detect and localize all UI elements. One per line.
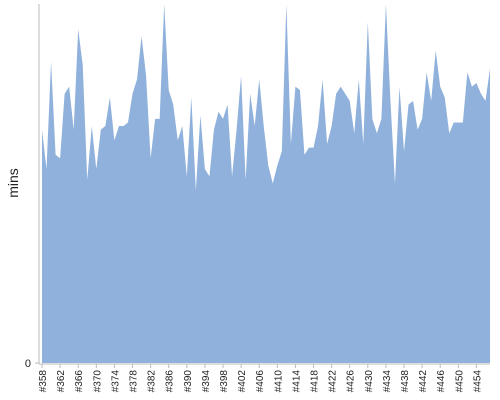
- x-tick-label: #446: [436, 370, 447, 393]
- x-tick-label: #438: [400, 370, 411, 393]
- x-tick-label: #414: [291, 370, 302, 393]
- x-tick-label: #430: [364, 370, 375, 393]
- x-tick-label: #398: [219, 370, 230, 393]
- area: [42, 4, 490, 363]
- y-tick-label: 0: [25, 358, 31, 370]
- x-tick-label: #386: [165, 370, 176, 393]
- x-tick-label: #390: [183, 370, 194, 393]
- x-tick-label: #378: [129, 370, 140, 393]
- x-tick-label: #418: [310, 370, 321, 393]
- x-tick-label: #358: [38, 370, 49, 393]
- x-tick-label: #426: [346, 370, 357, 393]
- x-tick-label: #402: [237, 370, 248, 393]
- x-tick-label: #442: [418, 370, 429, 393]
- x-tick-label: #374: [110, 370, 121, 393]
- x-tick-label: #394: [201, 370, 212, 393]
- x-tick-label: #370: [92, 370, 103, 393]
- x-tick-label: #362: [56, 370, 67, 393]
- x-tick-label: #382: [147, 370, 158, 393]
- x-tick-label: #450: [454, 370, 465, 393]
- x-tick-label: #406: [255, 370, 266, 393]
- x-tick-label: #366: [74, 370, 85, 393]
- y-axis-label: mins: [5, 168, 21, 198]
- x-tick-label: #454: [472, 370, 483, 393]
- x-tick-label: #410: [273, 370, 284, 393]
- x-tick-label: #422: [328, 370, 339, 393]
- x-tick-label: #434: [382, 370, 393, 393]
